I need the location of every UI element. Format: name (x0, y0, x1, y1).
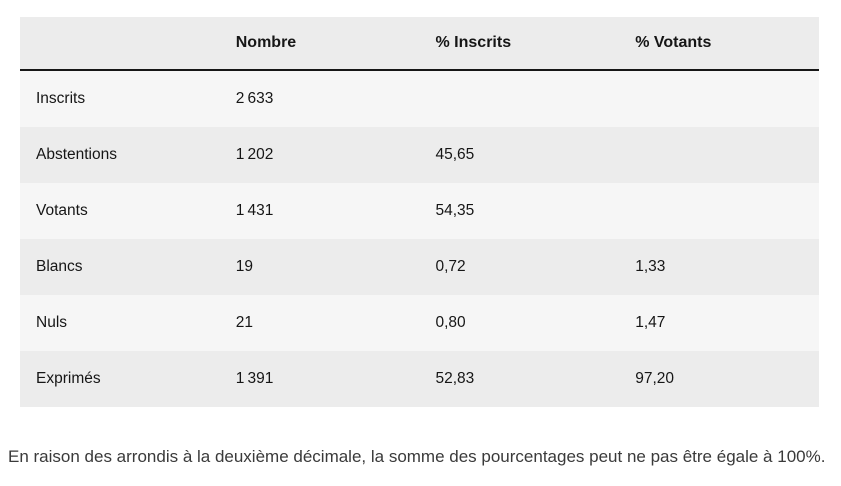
page: Nombre % Inscrits % Votants Inscrits 2 63… (0, 17, 841, 486)
row-label: Nuls (36, 314, 68, 331)
table-row: Exprimés 1 391 52,83 97,20 (20, 351, 819, 407)
table-row: Votants 1 431 54,35 (20, 183, 819, 239)
cell-pct-votants: 1,47 (635, 314, 666, 331)
table-row: Blancs 19 0,72 1,33 (20, 239, 819, 295)
cell-nombre: 1 391 (235, 370, 274, 387)
table-row: Abstentions 1 202 45,65 (20, 127, 819, 183)
footnote: En raison des arrondis à la deuxième déc… (8, 447, 826, 466)
cell-nombre: 19 (235, 258, 253, 275)
cell-pct-votants (619, 183, 819, 239)
cell-pct-votants (619, 70, 819, 127)
column-header-pct-votants: % Votants (619, 17, 819, 71)
cell-pct-votants (619, 127, 819, 183)
table-row: Inscrits 2 633 (20, 70, 819, 127)
cell-nombre: 2 633 (235, 90, 274, 107)
cell-pct-inscrits: 45,65 (435, 146, 475, 163)
cell-nombre: 1 202 (235, 146, 274, 163)
column-header-pct-inscrits: % Inscrits (419, 17, 620, 71)
row-label: Inscrits (36, 90, 86, 107)
cell-pct-inscrits: 0,72 (435, 258, 466, 275)
row-label: Votants (36, 202, 88, 219)
cell-pct-inscrits: 52,83 (435, 370, 475, 387)
cell-nombre: 1 431 (235, 202, 274, 219)
results-table: Nombre % Inscrits % Votants Inscrits 2 63… (20, 17, 819, 407)
table-row: Nuls 21 0,80 1,47 (20, 295, 819, 351)
cell-pct-votants: 97,20 (635, 370, 675, 387)
cell-pct-inscrits (420, 70, 620, 127)
cell-pct-votants: 1,33 (635, 258, 666, 275)
table-header-row: Nombre % Inscrits % Votants (20, 17, 819, 71)
row-label: Abstentions (36, 146, 117, 163)
row-label: Blancs (36, 258, 83, 275)
cell-nombre: 21 (235, 314, 253, 331)
cell-pct-inscrits: 0,80 (435, 314, 466, 331)
column-header-row-label (20, 17, 220, 71)
row-label: Exprimés (36, 370, 101, 387)
cell-pct-inscrits: 54,35 (435, 202, 475, 219)
column-header-nombre: Nombre (219, 17, 420, 71)
table-header: Nombre % Inscrits % Votants (20, 17, 819, 71)
table-body: Inscrits 2 633 Abstentions 1 202 45,65 Votant… (20, 70, 819, 407)
